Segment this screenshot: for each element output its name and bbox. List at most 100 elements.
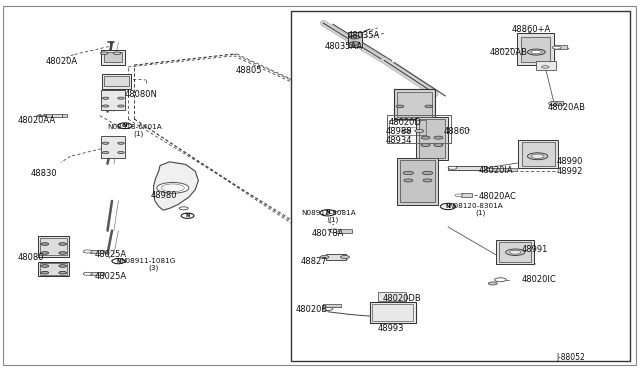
Bar: [38, 236, 69, 257]
Ellipse shape: [59, 243, 67, 245]
Ellipse shape: [59, 252, 67, 254]
Ellipse shape: [59, 265, 67, 267]
Bar: [38, 262, 69, 276]
Text: 48020AB: 48020AB: [490, 48, 527, 57]
Bar: [62, 114, 67, 117]
Text: 48020IC: 48020IC: [522, 275, 556, 284]
Text: 48991: 48991: [522, 246, 548, 254]
Text: N08911-1081G: N08911-1081G: [120, 258, 176, 264]
Ellipse shape: [506, 249, 525, 256]
Bar: [397, 158, 438, 205]
Bar: [416, 117, 448, 160]
Bar: [101, 136, 125, 158]
Ellipse shape: [495, 278, 506, 282]
Text: 48035AA: 48035AA: [324, 42, 363, 51]
Bar: [46, 114, 52, 117]
Ellipse shape: [113, 52, 121, 54]
Ellipse shape: [403, 171, 413, 175]
Bar: [372, 304, 413, 321]
Ellipse shape: [488, 282, 497, 285]
Bar: [419, 119, 445, 158]
Ellipse shape: [404, 179, 413, 182]
Text: 48035A: 48035A: [348, 31, 380, 40]
Text: 48025A: 48025A: [95, 250, 127, 259]
Ellipse shape: [41, 265, 49, 267]
Text: N08918-6401A: N08918-6401A: [108, 124, 163, 130]
Ellipse shape: [486, 169, 493, 171]
Text: 48080N: 48080N: [125, 90, 157, 99]
Text: N: N: [122, 123, 127, 128]
Text: 48078A: 48078A: [312, 229, 344, 238]
Bar: [348, 32, 362, 46]
Ellipse shape: [425, 105, 433, 108]
Bar: [400, 160, 435, 202]
Bar: [90, 250, 104, 253]
Bar: [101, 90, 125, 110]
Text: N08120-8301A: N08120-8301A: [448, 203, 503, 209]
Ellipse shape: [423, 179, 432, 182]
Bar: [550, 101, 563, 105]
Text: (1): (1): [133, 131, 143, 137]
Ellipse shape: [448, 166, 457, 169]
Bar: [323, 304, 341, 307]
Bar: [499, 242, 531, 262]
Bar: [101, 50, 125, 65]
Text: 48860: 48860: [444, 127, 470, 136]
Text: 48080: 48080: [18, 253, 44, 262]
Text: 48993: 48993: [378, 324, 404, 333]
Text: 48020D: 48020D: [389, 118, 422, 126]
Bar: [536, 61, 556, 70]
Bar: [387, 115, 451, 143]
Ellipse shape: [527, 49, 545, 55]
Text: 48020AB: 48020AB: [547, 103, 585, 112]
Ellipse shape: [421, 136, 430, 139]
Ellipse shape: [422, 171, 433, 175]
Ellipse shape: [41, 252, 49, 254]
Text: N08912-8081A: N08912-8081A: [301, 210, 356, 216]
Bar: [389, 120, 426, 135]
Ellipse shape: [402, 129, 411, 132]
Bar: [496, 240, 534, 264]
Ellipse shape: [83, 250, 92, 253]
Ellipse shape: [118, 123, 132, 129]
Bar: [486, 168, 517, 171]
Ellipse shape: [83, 272, 92, 275]
Bar: [397, 92, 432, 117]
Ellipse shape: [59, 272, 67, 274]
Ellipse shape: [349, 42, 360, 45]
Bar: [522, 142, 555, 166]
Bar: [40, 238, 67, 255]
Text: N: N: [116, 259, 120, 264]
Text: 48860+A: 48860+A: [512, 25, 551, 34]
Ellipse shape: [102, 105, 109, 107]
Text: 48805: 48805: [236, 66, 262, 75]
Ellipse shape: [118, 151, 124, 154]
Text: 48020AC: 48020AC: [479, 192, 516, 201]
Text: (3): (3): [148, 264, 159, 271]
Ellipse shape: [440, 203, 456, 209]
Ellipse shape: [112, 259, 125, 264]
Bar: [554, 45, 567, 49]
Ellipse shape: [320, 210, 335, 216]
Ellipse shape: [552, 46, 561, 49]
Ellipse shape: [434, 144, 443, 147]
Ellipse shape: [41, 272, 49, 274]
Ellipse shape: [100, 52, 108, 54]
Text: 48020AA: 48020AA: [18, 116, 56, 125]
Text: 48020A: 48020A: [46, 57, 78, 66]
Ellipse shape: [509, 250, 521, 254]
Ellipse shape: [340, 256, 349, 259]
Text: (1): (1): [328, 216, 339, 223]
Ellipse shape: [102, 142, 109, 144]
Text: 48992: 48992: [557, 167, 583, 176]
Bar: [326, 254, 346, 260]
Ellipse shape: [541, 66, 549, 68]
Ellipse shape: [329, 229, 339, 232]
Ellipse shape: [157, 182, 189, 193]
Bar: [90, 272, 104, 275]
Ellipse shape: [527, 153, 548, 160]
Text: 48934: 48934: [386, 136, 412, 145]
Bar: [378, 292, 406, 301]
Ellipse shape: [396, 105, 404, 108]
Bar: [291, 11, 630, 361]
